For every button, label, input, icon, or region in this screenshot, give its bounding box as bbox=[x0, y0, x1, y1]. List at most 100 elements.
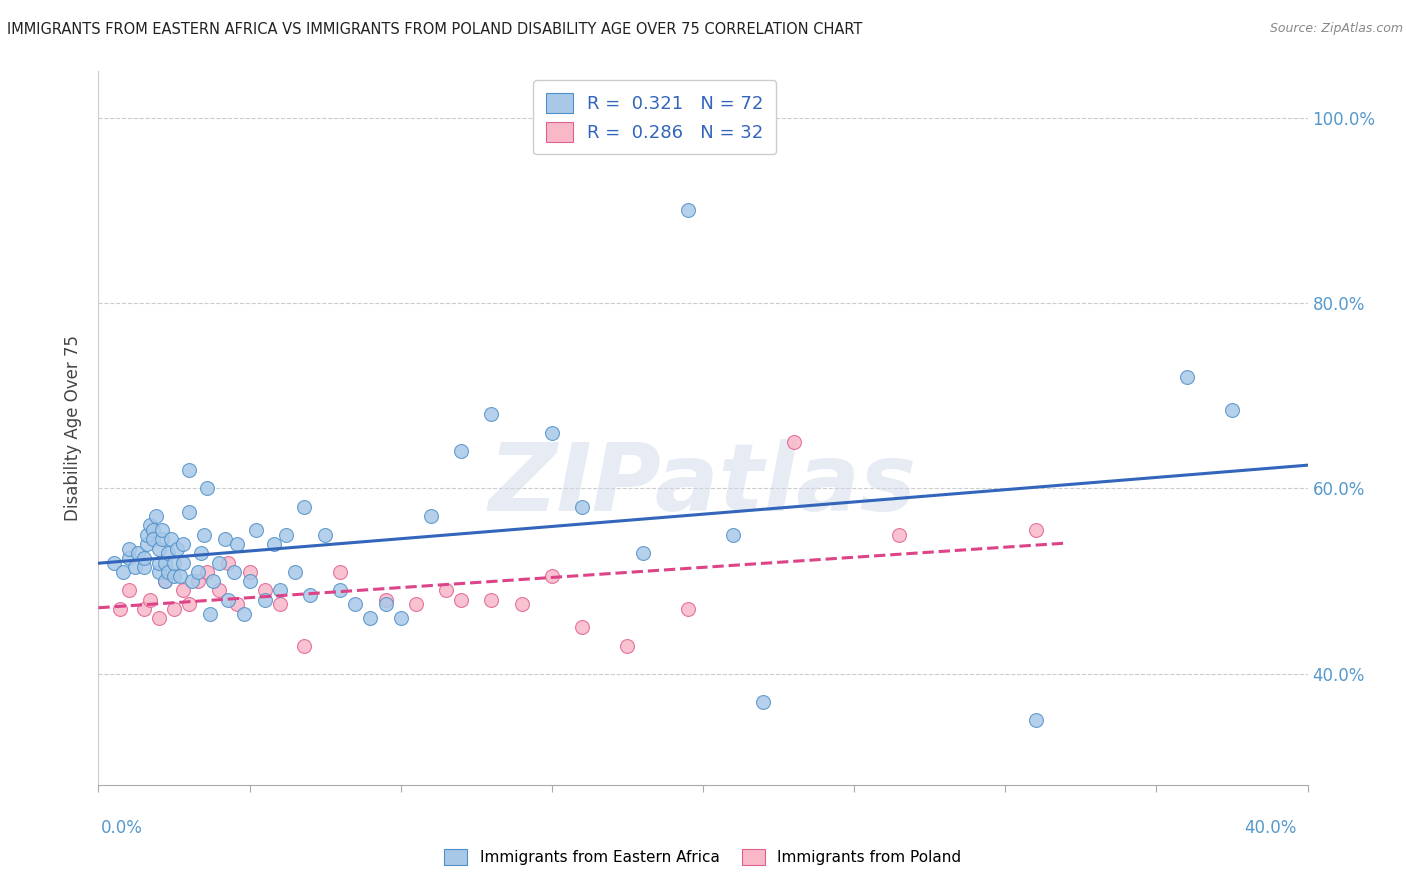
Point bbox=[253, 592, 276, 607]
Point bbox=[179, 505, 201, 519]
Point bbox=[163, 602, 186, 616]
Point bbox=[329, 583, 352, 598]
Point bbox=[239, 574, 262, 588]
Point bbox=[676, 203, 699, 218]
Point bbox=[132, 550, 155, 565]
Point bbox=[187, 565, 209, 579]
Point bbox=[202, 574, 225, 588]
Point bbox=[284, 565, 307, 579]
Point bbox=[245, 523, 267, 537]
Point bbox=[344, 597, 367, 611]
Point bbox=[208, 583, 231, 598]
Point bbox=[217, 556, 239, 570]
Point bbox=[153, 574, 176, 588]
Point bbox=[195, 565, 218, 579]
Point bbox=[187, 574, 209, 588]
Point bbox=[214, 533, 236, 547]
Point bbox=[148, 611, 170, 625]
Point bbox=[299, 588, 322, 602]
Text: 0.0%: 0.0% bbox=[101, 819, 143, 837]
Point bbox=[405, 597, 427, 611]
Point bbox=[179, 463, 201, 477]
Point bbox=[571, 620, 593, 634]
Point bbox=[156, 565, 179, 579]
Point bbox=[111, 565, 134, 579]
Point bbox=[172, 556, 194, 570]
Point bbox=[450, 592, 472, 607]
Point bbox=[224, 565, 246, 579]
Point bbox=[1175, 370, 1198, 384]
Point bbox=[329, 565, 352, 579]
Point bbox=[889, 527, 911, 541]
Point bbox=[142, 523, 165, 537]
Point bbox=[169, 569, 191, 583]
Point bbox=[540, 425, 562, 440]
Point bbox=[217, 592, 239, 607]
Point bbox=[118, 541, 141, 556]
Point bbox=[124, 560, 146, 574]
Y-axis label: Disability Age Over 75: Disability Age Over 75 bbox=[65, 335, 83, 521]
Point bbox=[163, 569, 186, 583]
Point bbox=[723, 527, 745, 541]
Legend: Immigrants from Eastern Africa, Immigrants from Poland: Immigrants from Eastern Africa, Immigran… bbox=[439, 843, 967, 871]
Point bbox=[108, 602, 131, 616]
Point bbox=[195, 482, 218, 496]
Point bbox=[360, 611, 382, 625]
Point bbox=[374, 592, 396, 607]
Point bbox=[481, 592, 503, 607]
Point bbox=[163, 556, 186, 570]
Point bbox=[420, 509, 443, 524]
Point bbox=[263, 537, 285, 551]
Point bbox=[510, 597, 533, 611]
Point bbox=[292, 639, 315, 653]
Point bbox=[160, 533, 183, 547]
Text: IMMIGRANTS FROM EASTERN AFRICA VS IMMIGRANTS FROM POLAND DISABILITY AGE OVER 75 : IMMIGRANTS FROM EASTERN AFRICA VS IMMIGR… bbox=[7, 22, 862, 37]
Point bbox=[253, 583, 276, 598]
Point bbox=[631, 546, 654, 560]
Point bbox=[783, 435, 806, 450]
Point bbox=[571, 500, 593, 514]
Point bbox=[450, 444, 472, 458]
Point bbox=[200, 607, 222, 621]
Point bbox=[172, 583, 194, 598]
Point bbox=[374, 597, 396, 611]
Point bbox=[127, 546, 149, 560]
Text: 40.0%: 40.0% bbox=[1244, 819, 1296, 837]
Point bbox=[434, 583, 457, 598]
Point bbox=[156, 546, 179, 560]
Text: ZIPatlas: ZIPatlas bbox=[489, 439, 917, 532]
Point bbox=[118, 583, 141, 598]
Point bbox=[132, 560, 155, 574]
Point bbox=[172, 537, 194, 551]
Point bbox=[145, 509, 167, 524]
Point bbox=[1024, 713, 1046, 727]
Point bbox=[292, 500, 315, 514]
Point bbox=[118, 550, 141, 565]
Point bbox=[193, 527, 215, 541]
Point bbox=[232, 607, 254, 621]
Point bbox=[132, 602, 155, 616]
Point bbox=[153, 556, 176, 570]
Point bbox=[179, 597, 201, 611]
Point bbox=[166, 541, 188, 556]
Point bbox=[752, 694, 775, 708]
Point bbox=[148, 541, 170, 556]
Point bbox=[540, 569, 562, 583]
Point bbox=[139, 518, 162, 533]
Point bbox=[103, 556, 125, 570]
Point bbox=[142, 533, 165, 547]
Point bbox=[239, 565, 262, 579]
Point bbox=[616, 639, 638, 653]
Point bbox=[226, 597, 249, 611]
Point bbox=[389, 611, 412, 625]
Point bbox=[676, 602, 699, 616]
Point bbox=[274, 527, 297, 541]
Point bbox=[269, 597, 291, 611]
Point bbox=[1024, 523, 1046, 537]
Point bbox=[190, 546, 212, 560]
Point bbox=[208, 556, 231, 570]
Point bbox=[153, 574, 176, 588]
Point bbox=[181, 574, 204, 588]
Point bbox=[150, 533, 173, 547]
Point bbox=[135, 527, 157, 541]
